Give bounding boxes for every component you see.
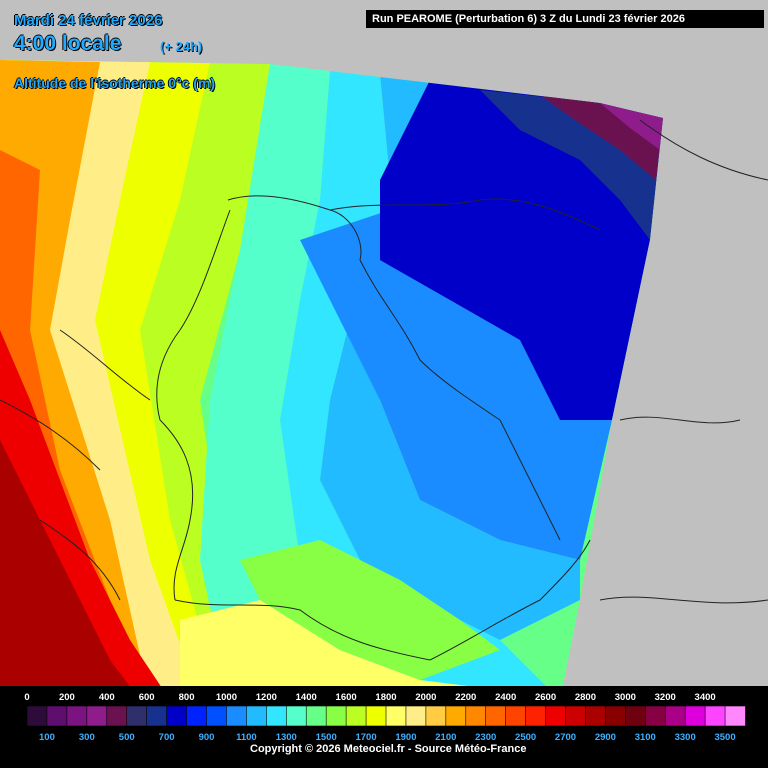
legend-swatch (605, 705, 627, 727)
legend-bottom-label: 1700 (355, 732, 376, 743)
color-legend: 0 200 400 600 800 1000 1200 1400 1600 1800 2000 220… (0, 686, 768, 768)
legend-top-label: 400 (99, 692, 115, 703)
run-info-banner: Run PEAROME (Perturbation 6) 3 Z du Lund… (366, 10, 764, 28)
legend-top-label: 2800 (575, 692, 596, 703)
legend-bottom-label: 2100 (435, 732, 456, 743)
legend-bottom-label: 2900 (595, 732, 616, 743)
forecast-date: Mardi 24 février 2026 (14, 12, 163, 29)
legend-bottom-label: 1300 (276, 732, 297, 743)
legend-top-label: 3000 (615, 692, 636, 703)
legend-bottom-label: 2700 (555, 732, 576, 743)
legend-swatch (325, 705, 347, 727)
legend-bottom-label: 500 (119, 732, 135, 743)
legend-swatch (66, 705, 88, 727)
legend-swatch (106, 705, 128, 727)
variable-title: Altitude de l'isotherme 0°c (m) (14, 75, 216, 91)
legend-swatch (565, 705, 587, 727)
band-south-yellow (180, 600, 560, 700)
legend-swatch (345, 705, 367, 727)
legend-swatch (206, 705, 228, 727)
country-borders (0, 119, 768, 661)
copyright-notice: Copyright © 2026 Meteociel.fr - Source M… (250, 743, 527, 755)
legend-swatch (126, 705, 148, 727)
legend-top-label: 2000 (415, 692, 436, 703)
legend-top-label: 800 (179, 692, 195, 703)
legend-bottom-label: 700 (159, 732, 175, 743)
legend-bottom-label: 2300 (475, 732, 496, 743)
legend-swatch (166, 705, 188, 727)
legend-swatch (285, 705, 308, 727)
legend-swatch (186, 705, 208, 727)
legend-bottom-label: 900 (199, 732, 215, 743)
legend-swatch (625, 705, 647, 727)
band-dark-red (0, 440, 140, 700)
legend-swatch (26, 705, 48, 727)
legend-top-label: 0 (24, 692, 29, 703)
legend-swatch (405, 705, 427, 727)
legend-swatch (365, 705, 387, 727)
legend-swatch (724, 705, 746, 727)
legend-swatch (585, 705, 607, 727)
legend-top-label: 3400 (695, 692, 716, 703)
legend-swatch (704, 705, 726, 727)
legend-top-label: 1200 (256, 692, 277, 703)
legend-swatch (425, 705, 447, 727)
band-magenta (600, 103, 663, 150)
legend-top-label: 2200 (455, 692, 476, 703)
legend-top-label: 1600 (336, 692, 357, 703)
legend-swatch (46, 705, 68, 727)
legend-top-label: 600 (139, 692, 155, 703)
legend-swatch (226, 705, 248, 727)
legend-swatch (644, 705, 667, 727)
legend-swatch (505, 705, 527, 727)
legend-bottom-label: 1900 (395, 732, 416, 743)
legend-bottom-label: 100 (39, 732, 55, 743)
legend-swatch (545, 705, 567, 727)
legend-top-label: 1800 (375, 692, 396, 703)
legend-top-label: 1400 (296, 692, 317, 703)
legend-swatch (305, 705, 327, 727)
band-south-green (240, 540, 500, 680)
band-green (200, 64, 340, 700)
forecast-local-time: 4:00 locale (14, 32, 122, 55)
legend-bottom-label: 2500 (515, 732, 536, 743)
isotherm-field (0, 60, 663, 700)
legend-scale: 0 200 400 600 800 1000 1200 1400 1600 1800 2000 220… (24, 692, 746, 743)
legend-swatch (525, 705, 547, 727)
legend-swatch (445, 705, 467, 727)
legend-swatch (266, 705, 288, 727)
legend-top-label: 2400 (495, 692, 516, 703)
legend-bottom-label: 300 (79, 732, 95, 743)
legend-bottom-label: 1500 (316, 732, 337, 743)
legend-swatch (485, 705, 507, 727)
legend-top-label: 1000 (216, 692, 237, 703)
legend-swatch (664, 705, 686, 727)
legend-swatch (146, 705, 168, 727)
legend-top-label: 2600 (535, 692, 556, 703)
legend-bottom-label: 3300 (675, 732, 696, 743)
legend-swatch (246, 705, 268, 727)
legend-swatch (385, 705, 407, 727)
legend-swatch (465, 705, 487, 727)
legend-swatch (684, 705, 706, 727)
legend-bottom-label: 3100 (635, 732, 656, 743)
legend-bottom-label: 1100 (236, 732, 257, 743)
legend-top-label: 200 (59, 692, 75, 703)
legend-top-label: 3200 (655, 692, 676, 703)
forecast-lead-time: (+ 24h) (160, 39, 203, 54)
legend-bottom-label: 3500 (714, 732, 735, 743)
legend-swatch (86, 705, 108, 727)
